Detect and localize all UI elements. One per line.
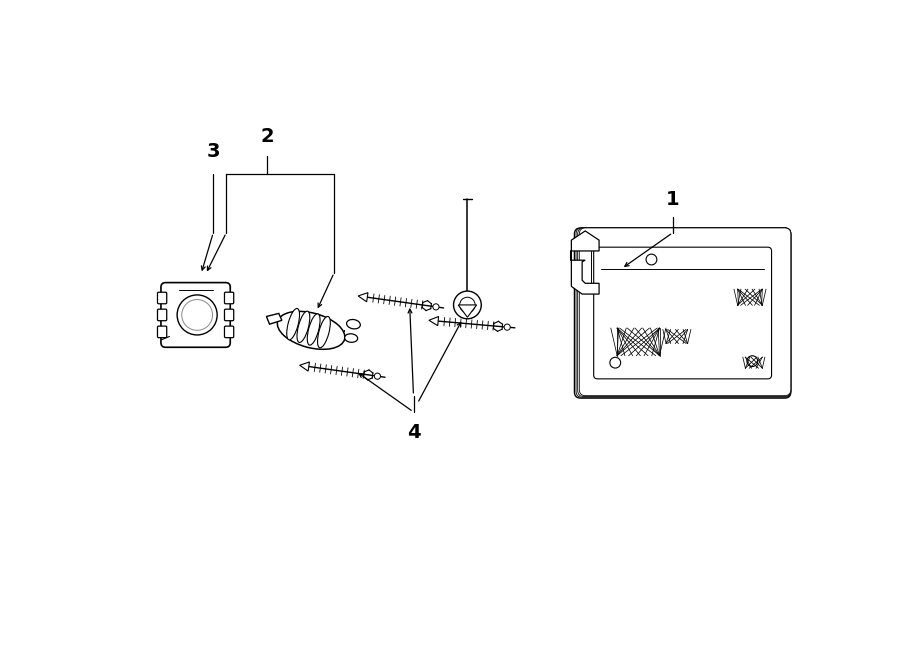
FancyBboxPatch shape [158,292,166,304]
FancyBboxPatch shape [224,326,234,338]
Polygon shape [458,305,477,317]
FancyBboxPatch shape [158,326,166,338]
Ellipse shape [277,311,345,349]
FancyBboxPatch shape [580,228,791,396]
FancyBboxPatch shape [594,247,771,379]
Ellipse shape [297,311,310,342]
FancyBboxPatch shape [574,228,791,398]
Text: 3: 3 [207,142,220,161]
Ellipse shape [345,334,357,342]
Polygon shape [266,313,282,324]
Ellipse shape [287,309,300,340]
Polygon shape [571,231,599,294]
Polygon shape [300,362,310,371]
Circle shape [454,291,482,319]
Circle shape [646,254,657,265]
Text: 4: 4 [407,423,420,442]
Ellipse shape [307,314,320,345]
Text: 2: 2 [260,128,274,146]
Circle shape [460,297,475,313]
Text: 1: 1 [666,190,680,210]
FancyBboxPatch shape [161,283,230,347]
FancyBboxPatch shape [576,228,791,397]
Ellipse shape [346,319,360,329]
Circle shape [182,299,212,330]
Circle shape [747,356,758,367]
Ellipse shape [318,317,330,348]
Polygon shape [358,293,368,302]
FancyBboxPatch shape [224,309,234,321]
FancyBboxPatch shape [578,228,791,397]
Circle shape [177,295,217,335]
FancyBboxPatch shape [158,309,166,321]
Circle shape [610,358,621,368]
Circle shape [374,373,381,379]
Circle shape [504,324,510,330]
Circle shape [433,304,439,310]
FancyBboxPatch shape [224,292,234,304]
Polygon shape [429,317,438,326]
